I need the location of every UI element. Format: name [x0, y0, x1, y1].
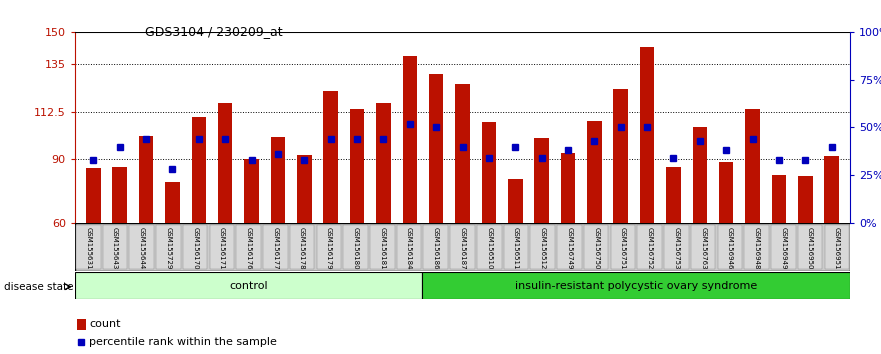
Bar	[210, 225, 234, 269]
Bar	[535, 138, 549, 223]
Bar	[744, 225, 769, 269]
Text: GSM156946: GSM156946	[727, 227, 733, 269]
Text: GSM156948: GSM156948	[753, 227, 759, 269]
Text: GSM156178: GSM156178	[300, 227, 305, 269]
Bar	[78, 319, 86, 330]
Bar	[424, 225, 448, 269]
Bar	[482, 122, 496, 223]
Bar	[130, 225, 154, 269]
Bar	[429, 74, 443, 223]
Bar	[692, 127, 707, 223]
Bar	[236, 225, 261, 269]
Bar	[370, 225, 395, 269]
Bar	[530, 225, 555, 269]
Bar	[376, 103, 390, 223]
Bar	[422, 272, 850, 299]
Bar	[640, 47, 655, 223]
Text: GSM156949: GSM156949	[781, 227, 787, 269]
Bar	[75, 272, 422, 299]
Text: control: control	[229, 280, 268, 291]
Text: GSM156181: GSM156181	[380, 227, 385, 269]
Text: GSM155729: GSM155729	[166, 227, 172, 269]
Bar	[113, 167, 127, 223]
Bar	[183, 225, 208, 269]
Bar	[825, 225, 849, 269]
Text: GSM156950: GSM156950	[807, 227, 813, 269]
Bar	[316, 225, 341, 269]
Bar	[611, 225, 635, 269]
Bar	[166, 182, 180, 223]
Bar	[139, 136, 153, 223]
Text: GSM156171: GSM156171	[218, 227, 225, 269]
Text: GSM156749: GSM156749	[566, 227, 573, 269]
Text: GSM156176: GSM156176	[246, 227, 252, 269]
Bar	[666, 167, 681, 223]
Text: GSM156753: GSM156753	[673, 227, 679, 269]
Bar	[664, 225, 689, 269]
Bar	[350, 109, 365, 223]
Bar	[270, 137, 285, 223]
Bar	[772, 175, 786, 223]
Bar	[560, 153, 575, 223]
Bar	[504, 225, 529, 269]
Bar	[403, 56, 417, 223]
Bar	[290, 225, 315, 269]
Bar	[717, 225, 742, 269]
Text: GSM155644: GSM155644	[138, 227, 144, 269]
Bar	[477, 225, 501, 269]
Bar	[455, 84, 470, 223]
Bar	[76, 225, 100, 269]
Bar	[691, 225, 715, 269]
Bar	[719, 162, 734, 223]
Bar	[244, 159, 259, 223]
Text: GSM156179: GSM156179	[326, 227, 332, 269]
Text: GSM156750: GSM156750	[593, 227, 599, 269]
Text: count: count	[89, 319, 121, 329]
Text: disease state: disease state	[4, 282, 74, 292]
Bar	[218, 103, 233, 223]
Text: insulin-resistant polycystic ovary syndrome: insulin-resistant polycystic ovary syndr…	[515, 280, 758, 291]
Text: GSM155631: GSM155631	[85, 227, 92, 269]
Bar	[450, 225, 475, 269]
Text: GSM156187: GSM156187	[460, 227, 465, 269]
Bar	[798, 225, 822, 269]
Text: GSM156177: GSM156177	[272, 227, 278, 269]
Text: GDS3104 / 230209_at: GDS3104 / 230209_at	[145, 25, 283, 38]
Text: GSM156752: GSM156752	[647, 227, 653, 269]
Bar	[396, 225, 421, 269]
Bar	[297, 155, 312, 223]
Bar	[323, 91, 338, 223]
Text: GSM156170: GSM156170	[192, 227, 198, 269]
Text: percentile rank within the sample: percentile rank within the sample	[89, 337, 277, 347]
Bar	[587, 121, 602, 223]
Bar	[637, 225, 662, 269]
Text: GSM156180: GSM156180	[352, 227, 359, 269]
Bar	[156, 225, 181, 269]
Text: GSM156951: GSM156951	[833, 227, 840, 269]
Bar	[584, 225, 609, 269]
Text: GSM156184: GSM156184	[406, 227, 412, 269]
Text: GSM156763: GSM156763	[700, 227, 707, 269]
Bar	[263, 225, 288, 269]
Text: GSM156751: GSM156751	[620, 227, 626, 269]
Bar	[825, 156, 839, 223]
Bar	[86, 168, 100, 223]
Bar	[798, 176, 812, 223]
Bar	[771, 225, 796, 269]
Bar	[557, 225, 581, 269]
Bar	[191, 117, 206, 223]
Text: GSM156511: GSM156511	[513, 227, 519, 269]
Text: GSM156512: GSM156512	[540, 227, 545, 269]
Bar	[103, 225, 127, 269]
Bar	[344, 225, 368, 269]
Text: GSM155643: GSM155643	[112, 227, 118, 269]
Bar	[745, 109, 759, 223]
Text: GSM156510: GSM156510	[486, 227, 492, 269]
Text: GSM156186: GSM156186	[433, 227, 439, 269]
Bar	[613, 89, 628, 223]
Bar	[508, 179, 522, 223]
